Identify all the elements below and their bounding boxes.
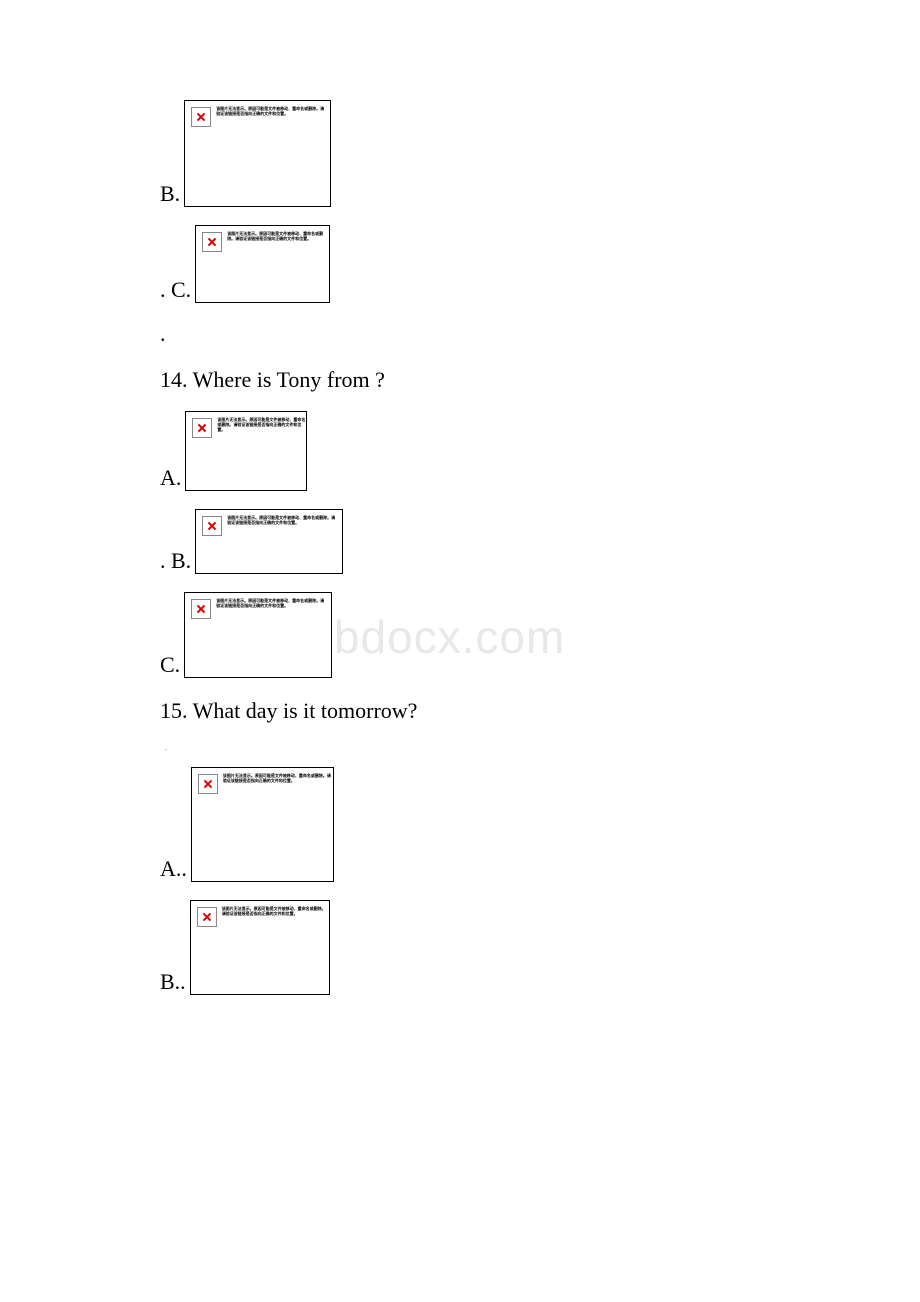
broken-image-placeholder: 该图片无法显示。原因可能是文件被移动、重命名或删除。请验证该链接是否指向正确的文… [195,225,330,303]
broken-image-icon [191,107,211,127]
broken-image-icon [191,599,211,619]
broken-image-icon [202,516,222,536]
q13-trailing-dot: . [160,321,920,347]
q13-option-c-label: . C. [160,279,191,303]
broken-image-text: 该图片无法显示。原因可能是文件被移动、重命名或删除。请验证该链接是否指向正确的文… [216,107,326,117]
broken-image-inner: 该图片无法显示。原因可能是文件被移动、重命名或删除。请验证该链接是否指向正确的文… [202,516,337,536]
broken-image-inner: 该图片无法显示。原因可能是文件被移动、重命名或删除。请验证该链接是否指向正确的文… [192,418,306,438]
broken-image-inner: 该图片无法显示。原因可能是文件被移动、重命名或删除。请验证该链接是否指向正确的文… [202,232,329,252]
q13-option-b-label: B. [160,183,180,207]
document-content: B. 该图片无法显示。原因可能是文件被移动、重命名或删除。请验证该链接是否指向正… [0,0,920,995]
q14-option-a-row: A. 该图片无法显示。原因可能是文件被移动、重命名或删除。请验证该链接是否指向正… [160,411,920,491]
q15-option-a-row: A.. 该图片无法显示。原因可能是文件被移动、重命名或删除。请验证该链接是否指向… [160,767,920,882]
q14-text: 14. Where is Tony from ? [160,367,920,393]
broken-image-icon [197,907,217,927]
broken-image-inner: 该图片无法显示。原因可能是文件被移动、重命名或删除。请验证该链接是否指向正确的文… [191,599,326,619]
broken-image-inner: 该图片无法显示。原因可能是文件被移动、重命名或删除。请验证该链接是否指向正确的文… [191,107,326,127]
broken-image-icon [198,774,218,794]
q14-option-b-label: . B. [160,550,191,574]
broken-image-inner: 该图片无法显示。原因可能是文件被移动、重命名或删除。请验证该链接是否指向正确的文… [197,907,329,927]
broken-image-placeholder: 该图片无法显示。原因可能是文件被移动、重命名或删除。请验证该链接是否指向正确的文… [190,900,330,995]
q15-small-marker: · [164,742,920,757]
broken-image-text: 该图片无法显示。原因可能是文件被移动、重命名或删除。请验证该链接是否指向正确的文… [223,774,333,784]
broken-image-inner: 该图片无法显示。原因可能是文件被移动、重命名或删除。请验证该链接是否指向正确的文… [198,774,333,794]
broken-image-placeholder: 该图片无法显示。原因可能是文件被移动、重命名或删除。请验证该链接是否指向正确的文… [195,509,343,574]
q14-option-b-row: . B. 该图片无法显示。原因可能是文件被移动、重命名或删除。请验证该链接是否指… [160,509,920,574]
broken-image-text: 该图片无法显示。原因可能是文件被移动、重命名或删除。请验证该链接是否指向正确的文… [217,418,306,432]
q14-option-c-label: C. [160,654,180,678]
q15-option-b-label: B.. [160,971,186,995]
broken-image-placeholder: 该图片无法显示。原因可能是文件被移动、重命名或删除。请验证该链接是否指向正确的文… [191,767,334,882]
q15-option-b-row: B.. 该图片无法显示。原因可能是文件被移动、重命名或删除。请验证该链接是否指向… [160,900,920,995]
broken-image-text: 该图片无法显示。原因可能是文件被移动、重命名或删除。请验证该链接是否指向正确的文… [222,907,329,917]
broken-image-text: 该图片无法显示。原因可能是文件被移动、重命名或删除。请验证该链接是否指向正确的文… [216,599,326,609]
q14-option-a-label: A. [160,467,181,491]
broken-image-text: 该图片无法显示。原因可能是文件被移动、重命名或删除。请验证该链接是否指向正确的文… [227,516,337,526]
q14-option-c-row: C. 该图片无法显示。原因可能是文件被移动、重命名或删除。请验证该链接是否指向正… [160,592,920,678]
q13-option-c-row: . C. 该图片无法显示。原因可能是文件被移动、重命名或删除。请验证该链接是否指… [160,225,920,303]
q15-text: 15. What day is it tomorrow? [160,698,920,724]
broken-image-placeholder: 该图片无法显示。原因可能是文件被移动、重命名或删除。请验证该链接是否指向正确的文… [184,100,331,207]
broken-image-text: 该图片无法显示。原因可能是文件被移动、重命名或删除。请验证该链接是否指向正确的文… [227,232,329,242]
q13-option-b-row: B. 该图片无法显示。原因可能是文件被移动、重命名或删除。请验证该链接是否指向正… [160,100,920,207]
broken-image-icon [202,232,222,252]
q15-option-a-label: A.. [160,858,187,882]
broken-image-placeholder: 该图片无法显示。原因可能是文件被移动、重命名或删除。请验证该链接是否指向正确的文… [185,411,307,491]
broken-image-icon [192,418,212,438]
broken-image-placeholder: 该图片无法显示。原因可能是文件被移动、重命名或删除。请验证该链接是否指向正确的文… [184,592,332,678]
